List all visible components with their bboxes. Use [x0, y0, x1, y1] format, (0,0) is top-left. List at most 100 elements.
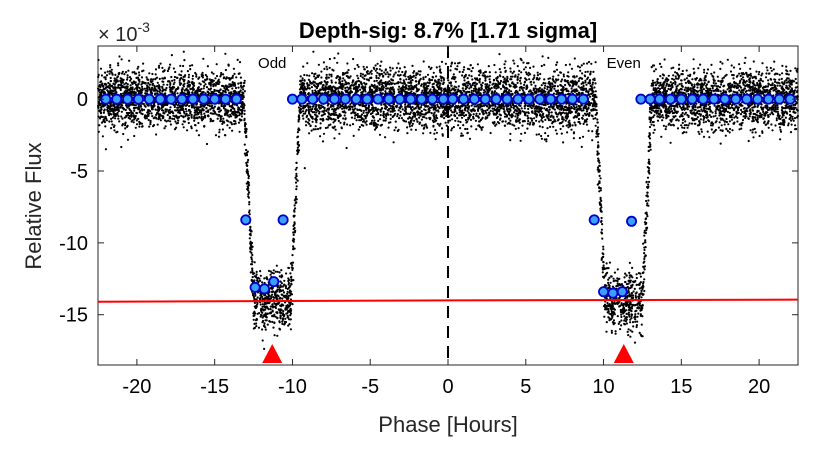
raw-data-point	[427, 65, 431, 68]
raw-data-point	[594, 82, 597, 85]
raw-data-point	[410, 128, 413, 131]
raw-data-point	[279, 317, 282, 320]
raw-data-point	[667, 74, 670, 77]
raw-data-point	[620, 319, 623, 322]
raw-data-point	[340, 90, 343, 94]
raw-data-point	[566, 131, 569, 134]
raw-data-point	[275, 264, 278, 267]
raw-data-point	[562, 141, 565, 144]
raw-data-point	[658, 87, 662, 90]
raw-data-point	[129, 84, 132, 87]
raw-data-point	[235, 76, 238, 79]
raw-data-point	[549, 105, 552, 108]
raw-data-point	[509, 139, 512, 142]
raw-data-point	[584, 79, 587, 82]
raw-data-point	[152, 125, 155, 128]
raw-data-point	[411, 124, 414, 127]
raw-data-point	[312, 50, 315, 53]
raw-data-point	[742, 83, 745, 86]
raw-data-point	[205, 75, 209, 78]
raw-data-point	[684, 120, 687, 123]
raw-data-point	[311, 91, 314, 94]
raw-data-point	[256, 279, 259, 282]
raw-data-point	[433, 111, 436, 114]
raw-data-point	[723, 123, 726, 126]
raw-data-point	[453, 62, 457, 65]
raw-data-point	[594, 90, 597, 93]
raw-data-point	[135, 76, 138, 79]
raw-data-point	[632, 325, 635, 328]
raw-data-point	[451, 127, 454, 130]
raw-data-point	[169, 82, 172, 85]
raw-data-point	[269, 270, 272, 273]
raw-data-point	[108, 120, 111, 123]
raw-data-point	[686, 113, 689, 117]
raw-data-point	[392, 75, 395, 78]
raw-data-point	[640, 296, 643, 299]
raw-data-point	[360, 117, 363, 121]
raw-data-point	[778, 126, 782, 129]
raw-data-point	[439, 71, 442, 74]
raw-data-point	[530, 107, 533, 110]
raw-data-point	[358, 83, 361, 86]
raw-data-point	[478, 74, 481, 77]
raw-data-point	[293, 227, 296, 230]
raw-data-point	[231, 81, 234, 84]
raw-data-point	[706, 68, 710, 71]
raw-data-point	[502, 108, 505, 111]
raw-data-point	[292, 245, 295, 248]
raw-data-point	[167, 119, 170, 122]
raw-data-point	[266, 277, 269, 281]
raw-data-point	[393, 82, 396, 85]
raw-data-point	[447, 119, 450, 122]
raw-data-point	[406, 132, 409, 135]
raw-data-point	[547, 105, 551, 109]
raw-data-point	[625, 322, 629, 325]
raw-data-point	[725, 91, 728, 94]
raw-data-point	[617, 322, 620, 325]
raw-data-point	[313, 75, 316, 78]
raw-data-point	[631, 266, 634, 269]
raw-data-point	[259, 279, 262, 282]
raw-data-point	[240, 115, 243, 118]
raw-data-point	[678, 67, 681, 70]
raw-data-point	[783, 80, 786, 83]
raw-data-point	[457, 124, 460, 127]
raw-data-point	[743, 61, 746, 65]
raw-data-point	[556, 61, 559, 64]
raw-data-point	[294, 195, 298, 198]
raw-data-point	[233, 72, 236, 75]
raw-data-point	[776, 108, 779, 111]
raw-data-point	[523, 68, 526, 71]
raw-data-point	[133, 134, 136, 138]
raw-data-point	[457, 120, 460, 123]
raw-data-point	[786, 112, 789, 115]
raw-data-point	[226, 114, 229, 117]
raw-data-point	[174, 109, 177, 112]
raw-data-point	[769, 113, 772, 116]
raw-data-point	[375, 67, 378, 70]
raw-data-point	[305, 74, 309, 77]
raw-data-point	[602, 245, 605, 248]
raw-data-point	[459, 127, 462, 130]
raw-data-point	[99, 117, 102, 120]
raw-data-point	[787, 124, 790, 127]
raw-data-point	[766, 85, 770, 88]
raw-data-point	[182, 64, 185, 68]
raw-data-point	[205, 142, 209, 146]
raw-data-point	[113, 129, 116, 132]
raw-data-point	[471, 66, 474, 70]
raw-data-point	[669, 88, 672, 91]
raw-data-point	[661, 77, 664, 80]
raw-data-point	[403, 66, 406, 69]
raw-data-point	[494, 105, 497, 108]
raw-data-point	[486, 108, 489, 112]
raw-data-point	[172, 67, 175, 70]
raw-data-point	[110, 117, 113, 120]
raw-data-point	[289, 272, 292, 275]
raw-data-point	[662, 124, 666, 127]
raw-data-point	[710, 89, 713, 92]
raw-data-point	[373, 86, 376, 89]
raw-data-point	[169, 120, 172, 123]
raw-data-point	[692, 58, 695, 61]
